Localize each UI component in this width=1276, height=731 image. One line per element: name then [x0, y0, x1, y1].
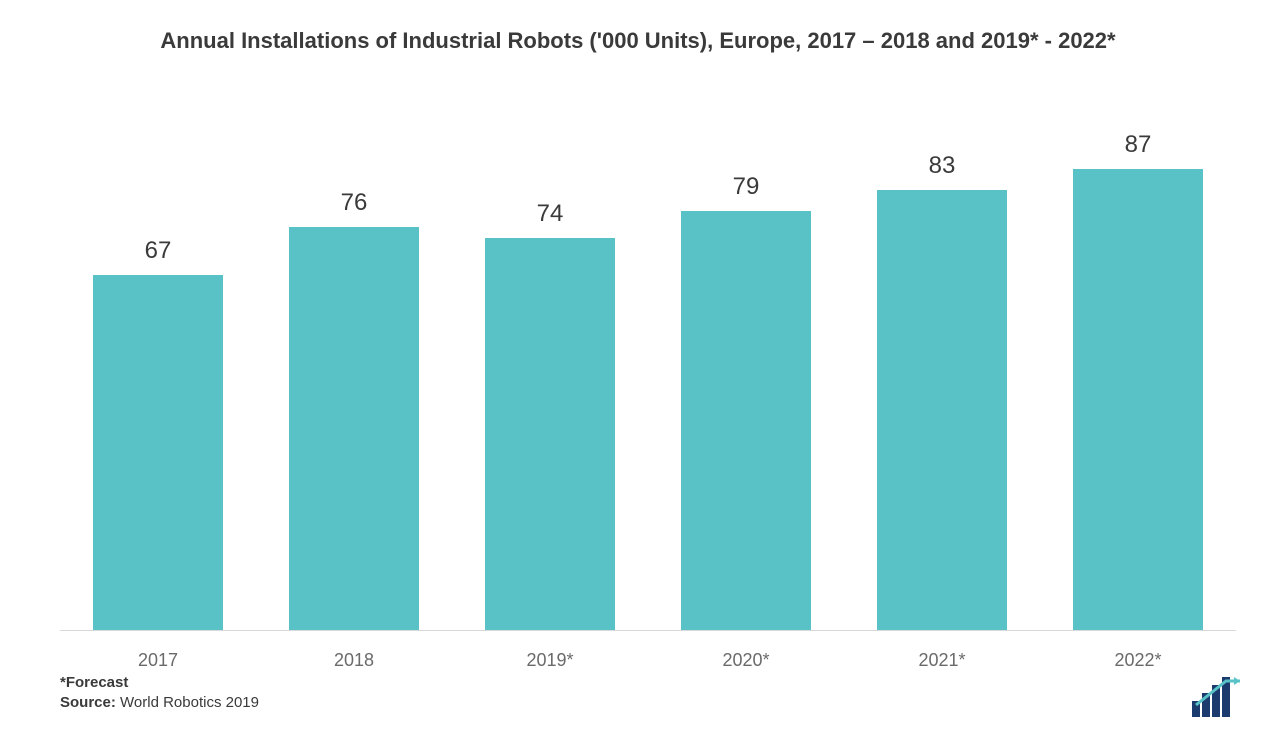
bar-rect [877, 190, 1006, 630]
bar-slot: 74 [452, 100, 648, 630]
bar-slot: 79 [648, 100, 844, 630]
bar-value-label: 74 [537, 200, 564, 228]
bar-rect [1073, 169, 1202, 630]
x-axis-label: 2017 [60, 650, 256, 671]
bar-rect [681, 211, 810, 630]
bar-value-label: 79 [733, 173, 760, 201]
bar-value-label: 76 [341, 189, 368, 217]
source-label: Source: [60, 694, 116, 711]
source-line: Source: World Robotics 2019 [60, 693, 259, 713]
x-axis: 2017 2018 2019* 2020* 2021* 2022* [60, 650, 1236, 671]
x-axis-label: 2018 [256, 650, 452, 671]
brand-logo-icon [1192, 677, 1252, 717]
source-value: World Robotics 2019 [120, 694, 259, 711]
chart-plot-area: 67 76 74 79 83 87 [60, 100, 1236, 631]
x-axis-label: 2022* [1040, 650, 1236, 671]
bar-slot: 67 [60, 100, 256, 630]
chart-footer: *Forecast Source: World Robotics 2019 [60, 673, 259, 714]
bar-value-label: 67 [145, 237, 172, 265]
bar-value-label: 83 [929, 152, 956, 180]
bar-rect [289, 227, 418, 630]
x-axis-label: 2020* [648, 650, 844, 671]
bars-container: 67 76 74 79 83 87 [60, 100, 1236, 630]
bar-slot: 76 [256, 100, 452, 630]
x-axis-label: 2021* [844, 650, 1040, 671]
bar-value-label: 87 [1125, 131, 1152, 159]
chart-title: Annual Installations of Industrial Robot… [0, 0, 1276, 64]
bar-rect [485, 238, 614, 630]
x-axis-label: 2019* [452, 650, 648, 671]
forecast-note: *Forecast [60, 673, 259, 693]
bar-slot: 87 [1040, 100, 1236, 630]
bar-rect [93, 275, 222, 630]
bar-slot: 83 [844, 100, 1040, 630]
